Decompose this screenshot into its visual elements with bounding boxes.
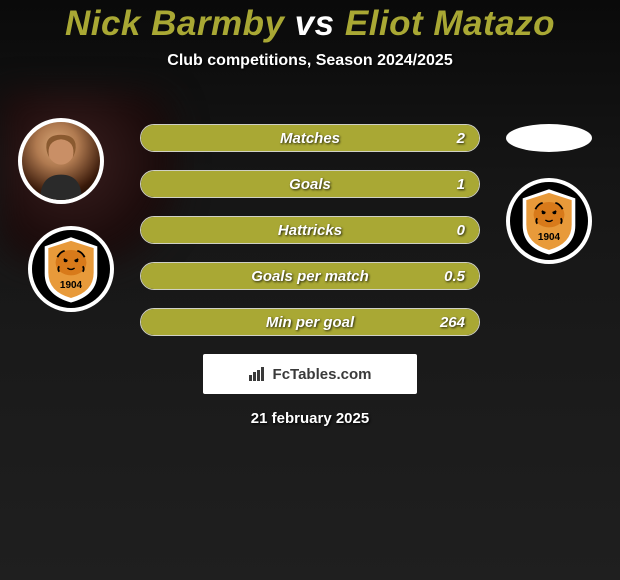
- stat-bar-row: Hattricks0: [140, 216, 480, 244]
- brand-panel: FcTables.com: [203, 354, 417, 394]
- stat-bar-value: 2: [457, 125, 465, 152]
- stat-bar-value: 1: [457, 171, 465, 198]
- left-team-badge: 1904: [28, 226, 114, 312]
- bar-chart-icon: [249, 367, 267, 381]
- stat-bar-value: 264: [440, 309, 465, 336]
- badge-year: 1904: [60, 280, 83, 291]
- stat-bar-value: 0: [457, 217, 465, 244]
- stat-bar-label: Min per goal: [141, 309, 479, 336]
- stat-bar-label: Goals per match: [141, 263, 479, 290]
- right-player-placeholder: [506, 124, 592, 152]
- title-player1: Nick Barmby: [65, 4, 284, 43]
- title-vs: vs: [295, 4, 335, 43]
- player-silhouette-icon: [22, 122, 100, 200]
- stat-bar-row: Min per goal264: [140, 308, 480, 336]
- stat-bar-row: Matches2: [140, 124, 480, 152]
- stat-bar-label: Matches: [141, 125, 479, 152]
- tiger-badge-icon: 1904: [32, 230, 110, 308]
- stat-bars: Matches2Goals1Hattricks0Goals per match0…: [140, 124, 480, 354]
- stat-bar-row: Goals1: [140, 170, 480, 198]
- content: Nick Barmby vs Eliot Matazo Club competi…: [0, 0, 620, 580]
- date-text: 21 february 2025: [0, 410, 620, 427]
- left-player-avatar: [18, 118, 104, 204]
- badge-year: 1904: [538, 232, 561, 243]
- page-title: Nick Barmby vs Eliot Matazo: [0, 4, 620, 44]
- stat-bar-value: 0.5: [444, 263, 465, 290]
- stat-bar-label: Goals: [141, 171, 479, 198]
- brand-text: FcTables.com: [273, 366, 372, 383]
- title-player2: Eliot Matazo: [345, 4, 555, 43]
- stat-bar-label: Hattricks: [141, 217, 479, 244]
- subtitle: Club competitions, Season 2024/2025: [0, 52, 620, 70]
- tiger-badge-icon: 1904: [510, 182, 588, 260]
- stat-bar-row: Goals per match0.5: [140, 262, 480, 290]
- right-team-badge: 1904: [506, 178, 592, 264]
